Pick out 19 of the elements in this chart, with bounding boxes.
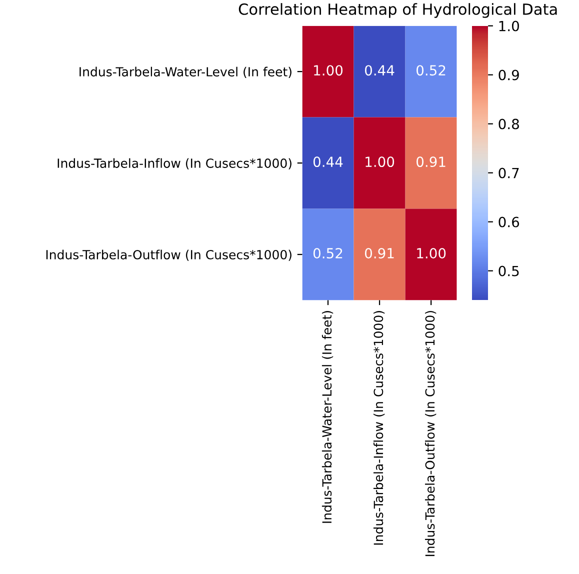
data-label: 1.00 bbox=[417, 248, 446, 259]
data-label: 1.00 bbox=[366, 156, 394, 168]
color-bar-label: 0.5 bbox=[498, 266, 519, 276]
data-label: 1.00 bbox=[314, 65, 343, 76]
data-label: 0.91 bbox=[416, 156, 446, 168]
color-bar-label: 0.7 bbox=[498, 168, 519, 178]
data-label: 0.52 bbox=[313, 248, 342, 259]
y-tick-label: Indus-Tarbela-Inflow (In Cusecs*1000) bbox=[58, 158, 292, 170]
color-bar-label: 1.0 bbox=[499, 20, 519, 32]
data-label: 0.91 bbox=[364, 248, 394, 259]
color-bar-label: 0.8 bbox=[498, 118, 519, 130]
y-tick-label: Indus-Tarbela-Outflow (In Cusecs*1000) bbox=[46, 250, 292, 261]
data-label: 0.52 bbox=[416, 65, 446, 76]
data-label: 0.44 bbox=[313, 156, 343, 168]
color-bar-label: 0.9 bbox=[498, 70, 519, 80]
color-bar-label: 0.6 bbox=[498, 216, 520, 228]
y-tick-label: Indus-Tarbela-Water-Level (In feet) bbox=[80, 66, 292, 78]
data-label: 0.44 bbox=[364, 65, 394, 76]
chart-title: Correlation Heatmap of Hydrological Data bbox=[238, 3, 557, 18]
